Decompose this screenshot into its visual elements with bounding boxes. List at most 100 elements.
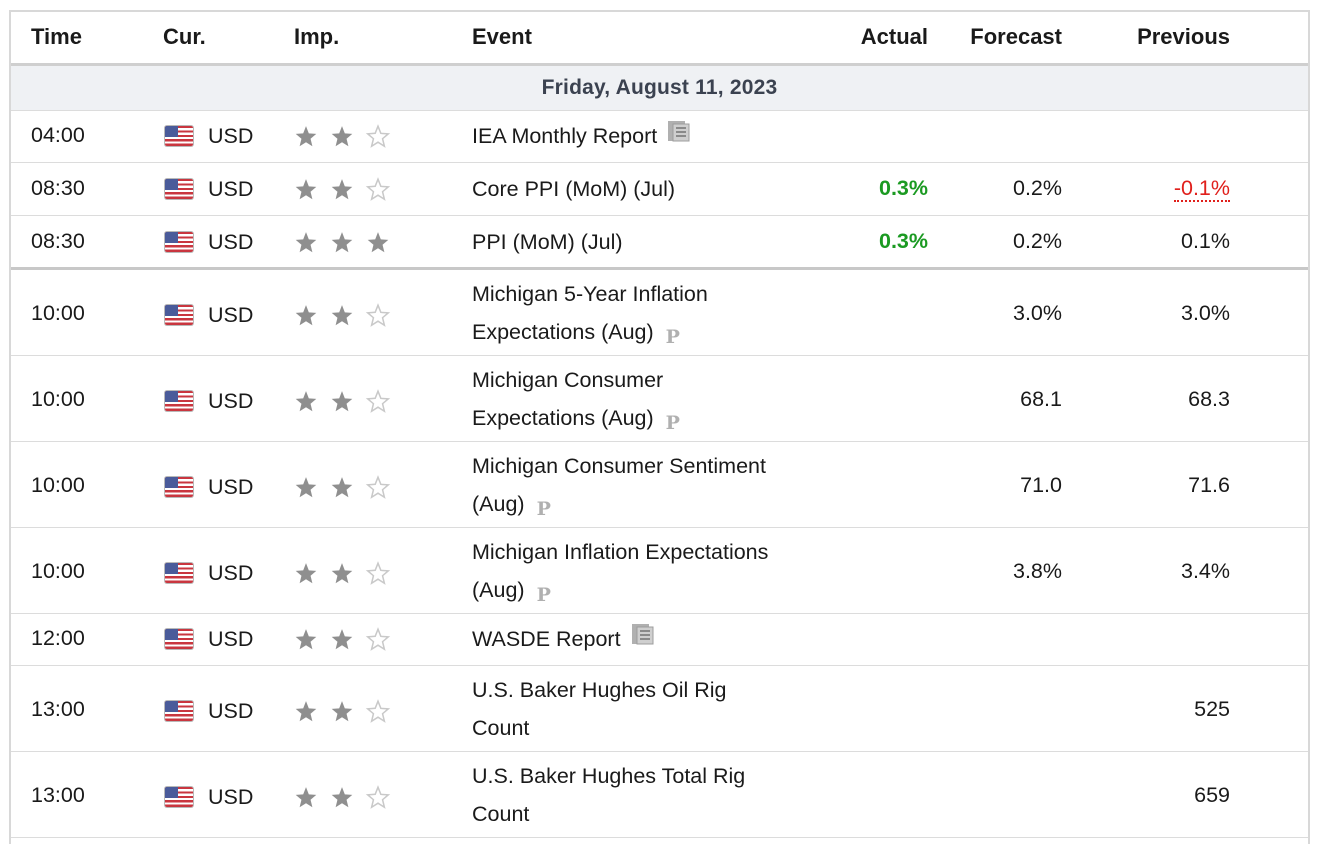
event-title[interactable]: Michigan Consumer Expectations (Aug) P [472, 361, 832, 438]
star-filled-icon [331, 391, 353, 412]
importance-stars [293, 389, 403, 415]
header-forecast[interactable]: Forecast [970, 24, 1062, 49]
event-title[interactable]: IEA Monthly Report [472, 117, 832, 156]
us-flag-icon [165, 305, 193, 325]
table-row[interactable]: 10:00 USD Michigan Consumer Sentiment (Au… [11, 442, 1308, 528]
event-title[interactable]: Michigan Inflation Expectations (Aug) P [472, 533, 832, 610]
importance-stars [293, 785, 403, 811]
us-flag-icon [165, 477, 193, 497]
currency-code: USD [208, 124, 254, 148]
header-actual[interactable]: Actual [860, 24, 928, 49]
event-title[interactable]: Michigan 5-Year Inflation Expectations (A… [472, 275, 832, 352]
header-time[interactable]: Time [31, 24, 82, 49]
currency-code: USD [208, 177, 254, 201]
currency-code: USD [208, 303, 254, 327]
star-filled-icon [295, 701, 317, 722]
us-flag-icon [165, 179, 193, 199]
star-filled-icon [295, 477, 317, 498]
star-filled-icon [331, 787, 353, 808]
header-previous[interactable]: Previous [1137, 24, 1230, 49]
us-flag-icon [165, 701, 193, 721]
document-icon[interactable] [631, 619, 655, 657]
event-title[interactable]: PPI (MoM) (Jul) [472, 230, 623, 254]
header-event[interactable]: Event [472, 24, 532, 49]
event-title-line2[interactable]: (Aug) [472, 578, 525, 602]
economic-calendar-table: Time Cur. Imp. Event Actual Forecast Pre… [9, 10, 1310, 844]
event-time: 10:00 [31, 301, 85, 325]
preliminary-icon: P [536, 498, 551, 520]
currency-code: USD [208, 389, 254, 413]
star-empty-icon [365, 627, 391, 651]
star-filled-icon [331, 126, 353, 147]
star-filled-icon [331, 179, 353, 200]
star-empty-icon [365, 177, 391, 201]
star-filled-icon [295, 563, 317, 584]
event-title-line2[interactable]: Expectations (Aug) [472, 320, 654, 344]
document-icon[interactable] [667, 116, 691, 154]
event-time: 10:00 [31, 387, 85, 411]
event-title[interactable]: WASDE Report [472, 620, 832, 659]
event-time: 13:00 [31, 697, 85, 721]
currency-code: USD [208, 561, 254, 585]
table-row[interactable]: 12:00 USD WASDE Report [11, 614, 1308, 666]
star-filled-icon [295, 305, 317, 326]
importance-stars [293, 475, 403, 501]
table-row[interactable]: 13:00 USD U.S. Baker Hughes Oil Rig Count… [11, 666, 1308, 752]
event-title[interactable]: Michigan Consumer Sentiment (Aug) P [472, 447, 832, 524]
star-filled-icon [331, 305, 353, 326]
star-filled-icon [295, 232, 317, 253]
actual-value: 0.3% [878, 176, 928, 200]
table-row[interactable]: 08:30 USD PPI (MoM) (Jul) 0.3% 0.2% 0.1% [11, 216, 1308, 270]
star-empty-icon [365, 389, 391, 413]
table-row[interactable]: 08:30 USD Core PPI (MoM) (Jul) 0.3% 0.2%… [11, 163, 1308, 216]
star-empty-icon [365, 785, 391, 809]
star-filled-icon [295, 629, 317, 650]
event-title[interactable]: Core PPI (MoM) (Jul) [472, 177, 676, 201]
event-title-line2[interactable]: Count [472, 716, 530, 740]
star-empty-icon [365, 303, 391, 327]
table-row[interactable]: 10:00 USD Michigan 5-Year Inflation Expec… [11, 270, 1308, 356]
event-title-text[interactable]: IEA Monthly Report [472, 124, 658, 148]
previous-value: 3.0% [1180, 301, 1230, 325]
star-empty-icon [365, 561, 391, 585]
table-row[interactable]: 13:00 USD U.S. Baker Hughes Total Rig Cou… [11, 752, 1308, 838]
previous-value: 659 [1194, 783, 1230, 807]
event-title-line2[interactable]: (Aug) [472, 492, 525, 516]
star-filled-icon [331, 232, 353, 253]
event-time: 08:30 [31, 176, 85, 200]
forecast-value: 3.0% [1012, 301, 1062, 325]
event-title-line1[interactable]: Michigan Consumer [472, 368, 664, 392]
star-filled-icon [331, 563, 353, 584]
star-filled-icon [331, 629, 353, 650]
event-title-line1[interactable]: Michigan Consumer Sentiment [472, 454, 766, 478]
table-row[interactable]: 10:00 USD Michigan Consumer Expectations … [11, 356, 1308, 442]
forecast-value: 0.2% [1012, 176, 1062, 200]
importance-stars [293, 561, 403, 587]
event-title[interactable]: U.S. Baker Hughes Oil Rig Count [472, 671, 832, 747]
previous-value: 0.1% [1180, 229, 1230, 253]
event-title-line1[interactable]: U.S. Baker Hughes Oil Rig [472, 678, 727, 702]
preliminary-icon: P [665, 326, 680, 348]
us-flag-icon [165, 126, 193, 146]
event-time: 04:00 [31, 123, 85, 147]
previous-value[interactable]: -0.1% [1173, 176, 1230, 202]
table-row[interactable]: 10:00 USD Michigan Inflation Expectation… [11, 528, 1308, 614]
star-filled-icon [331, 701, 353, 722]
us-flag-icon [165, 629, 193, 649]
date-header: Friday, August 11, 2023 [11, 66, 1308, 111]
event-title-text[interactable]: WASDE Report [472, 627, 621, 651]
event-title-line1[interactable]: Michigan Inflation Expectations [472, 540, 769, 564]
header-importance[interactable]: Imp. [294, 24, 340, 49]
event-title-line1[interactable]: Michigan 5-Year Inflation [472, 282, 708, 306]
header-currency[interactable]: Cur. [163, 24, 206, 49]
event-title-line1[interactable]: U.S. Baker Hughes Total Rig [472, 764, 746, 788]
currency-code: USD [208, 627, 254, 651]
importance-stars [293, 230, 403, 256]
event-title-line2[interactable]: Count [472, 802, 530, 826]
event-time: 13:00 [31, 783, 85, 807]
currency-code: USD [208, 475, 254, 499]
event-title[interactable]: U.S. Baker Hughes Total Rig Count [472, 757, 832, 833]
table-row[interactable]: 04:00 USD IEA Monthly Report [11, 111, 1308, 163]
event-title-line2[interactable]: Expectations (Aug) [472, 406, 654, 430]
importance-stars [293, 627, 403, 653]
